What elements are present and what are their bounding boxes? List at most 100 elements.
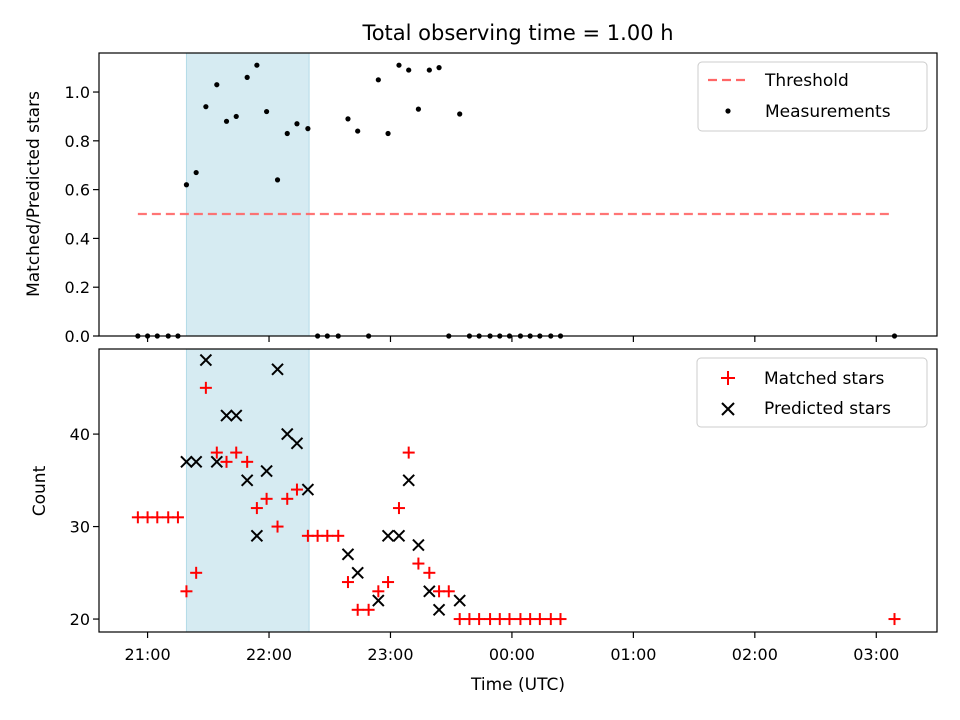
predicted-star-point [220, 409, 233, 422]
predicted-star-stroke-b [210, 455, 224, 469]
predicted-star-stroke-b [240, 474, 254, 487]
predicted-star-stroke-b [301, 483, 315, 496]
predicted-star-point [301, 483, 315, 496]
predicted-star-point [412, 538, 425, 552]
predicted-star-point [189, 455, 203, 469]
y-tick-label: 0.0 [65, 327, 90, 346]
predicted-star-stroke-b [381, 529, 395, 543]
matched-star-point [250, 502, 263, 515]
matched-star-point [241, 455, 254, 468]
matched-star-point [473, 613, 486, 626]
legend-predicted-label: Predicted stars [764, 399, 891, 419]
measurement-point [233, 113, 239, 120]
matched-star-point [372, 585, 385, 598]
measurement-point [244, 74, 250, 80]
measurement-point [183, 182, 190, 188]
predicted-star-stroke-b [372, 594, 385, 607]
bottom-legend: Matched stars Predicted stars [696, 357, 928, 428]
measurement-point [305, 126, 311, 132]
legend-matched-swatch [721, 371, 735, 385]
matched-star-point [503, 613, 516, 626]
matched-star-point [554, 613, 567, 626]
top-legend-box [697, 61, 928, 132]
y-tick-label: 40 [70, 425, 90, 444]
legend-threshold-label: Threshold [764, 71, 849, 91]
measurement-point [355, 128, 361, 134]
matched-star-point [402, 446, 415, 459]
predicted-star-stroke-b [199, 353, 213, 367]
predicted-star-stroke-b [392, 529, 406, 543]
predicted-star-point [180, 455, 193, 469]
legend-predicted-swatch [721, 402, 735, 416]
measurement-point [426, 67, 432, 73]
matched-star-point [151, 511, 164, 524]
x-tick-label: 23:00 [367, 645, 413, 664]
bottom-panel: 20 30 40 21:00 22:00 23:00 00:00 01:00 02:00 03:… [30, 348, 938, 695]
predicted-star-point [199, 353, 213, 367]
matched-star-point [290, 483, 303, 496]
predicted-star-stroke-b [189, 455, 203, 469]
measurement-point [457, 111, 463, 117]
matched-star-point [341, 576, 354, 589]
predicted-star-stroke-b [432, 603, 446, 617]
predicted-star-stroke-b [453, 594, 466, 607]
legend-measurements-label: Measurements [765, 102, 891, 122]
predicted-star-point [351, 566, 364, 580]
matched-star-point [199, 381, 212, 394]
predicted-star-stroke-b [290, 437, 304, 450]
top-panel: 0.0 0.2 0.4 0.6 0.8 1.0 Matched/Predicted sta… [24, 52, 938, 346]
y-tick-label: 0.2 [65, 278, 90, 297]
top-x-ticks [146, 336, 877, 342]
matched-star-point [362, 603, 375, 616]
x-tick-label: 21:00 [125, 645, 171, 664]
predicted-star-point [250, 529, 264, 543]
predicted-star-point [210, 455, 224, 469]
matched-star-point [382, 576, 395, 589]
matched-star-point [321, 529, 334, 542]
predicted-star-point [381, 529, 395, 543]
predicted-star-stroke-b [341, 548, 355, 561]
measurement-point [203, 104, 209, 110]
matched-star-point [392, 502, 405, 515]
measurement-point [415, 106, 422, 112]
y-tick-label: 20 [70, 610, 90, 629]
predicted-star-point [271, 363, 284, 376]
predicted-star-point [453, 594, 466, 607]
measurement-point [406, 67, 412, 73]
legend-matched-label: Matched stars [764, 369, 884, 389]
top-shaded-interval [185, 52, 310, 337]
predicted-star-stroke-b [250, 529, 264, 543]
y-tick-label: 0.6 [65, 181, 90, 200]
x-tick-label: 03:00 [853, 645, 899, 664]
predicted-star-point [432, 603, 446, 617]
predicted-star-stroke-b [260, 464, 273, 478]
measurement-point [214, 82, 220, 88]
measurement-point [294, 121, 300, 127]
bottom-axes-frame [98, 348, 938, 633]
bottom-legend-box [696, 357, 928, 428]
predicted-star-point [290, 437, 304, 450]
measurement-point [193, 169, 199, 176]
predicted-star-stroke-b [271, 363, 284, 376]
measurement-point [223, 118, 230, 124]
matched-star-point [190, 566, 203, 579]
predicted-star-stroke-b [402, 474, 415, 487]
top-y-axis-label: Matched/Predicted stars [24, 91, 44, 297]
legend-measurements-swatch [725, 108, 731, 114]
predicted-star-point [240, 474, 254, 487]
matched-star-point [220, 455, 233, 468]
predicted-star-point [402, 474, 415, 487]
measurement-point [396, 62, 402, 68]
x-tick-label: 02:00 [732, 645, 778, 664]
matched-star-point [888, 613, 901, 626]
matched-star-point [442, 585, 455, 598]
measurement-point [254, 62, 260, 68]
predicted-star-stroke-b [220, 409, 233, 422]
predicted-star-stroke-b [351, 566, 364, 580]
top-axes-frame [98, 52, 938, 337]
bottom-matched-points [131, 381, 901, 626]
x-tick-label: 00:00 [489, 645, 535, 664]
bottom-y-ticks: 20 30 40 [70, 425, 99, 629]
bottom-shaded-interval [185, 348, 310, 633]
